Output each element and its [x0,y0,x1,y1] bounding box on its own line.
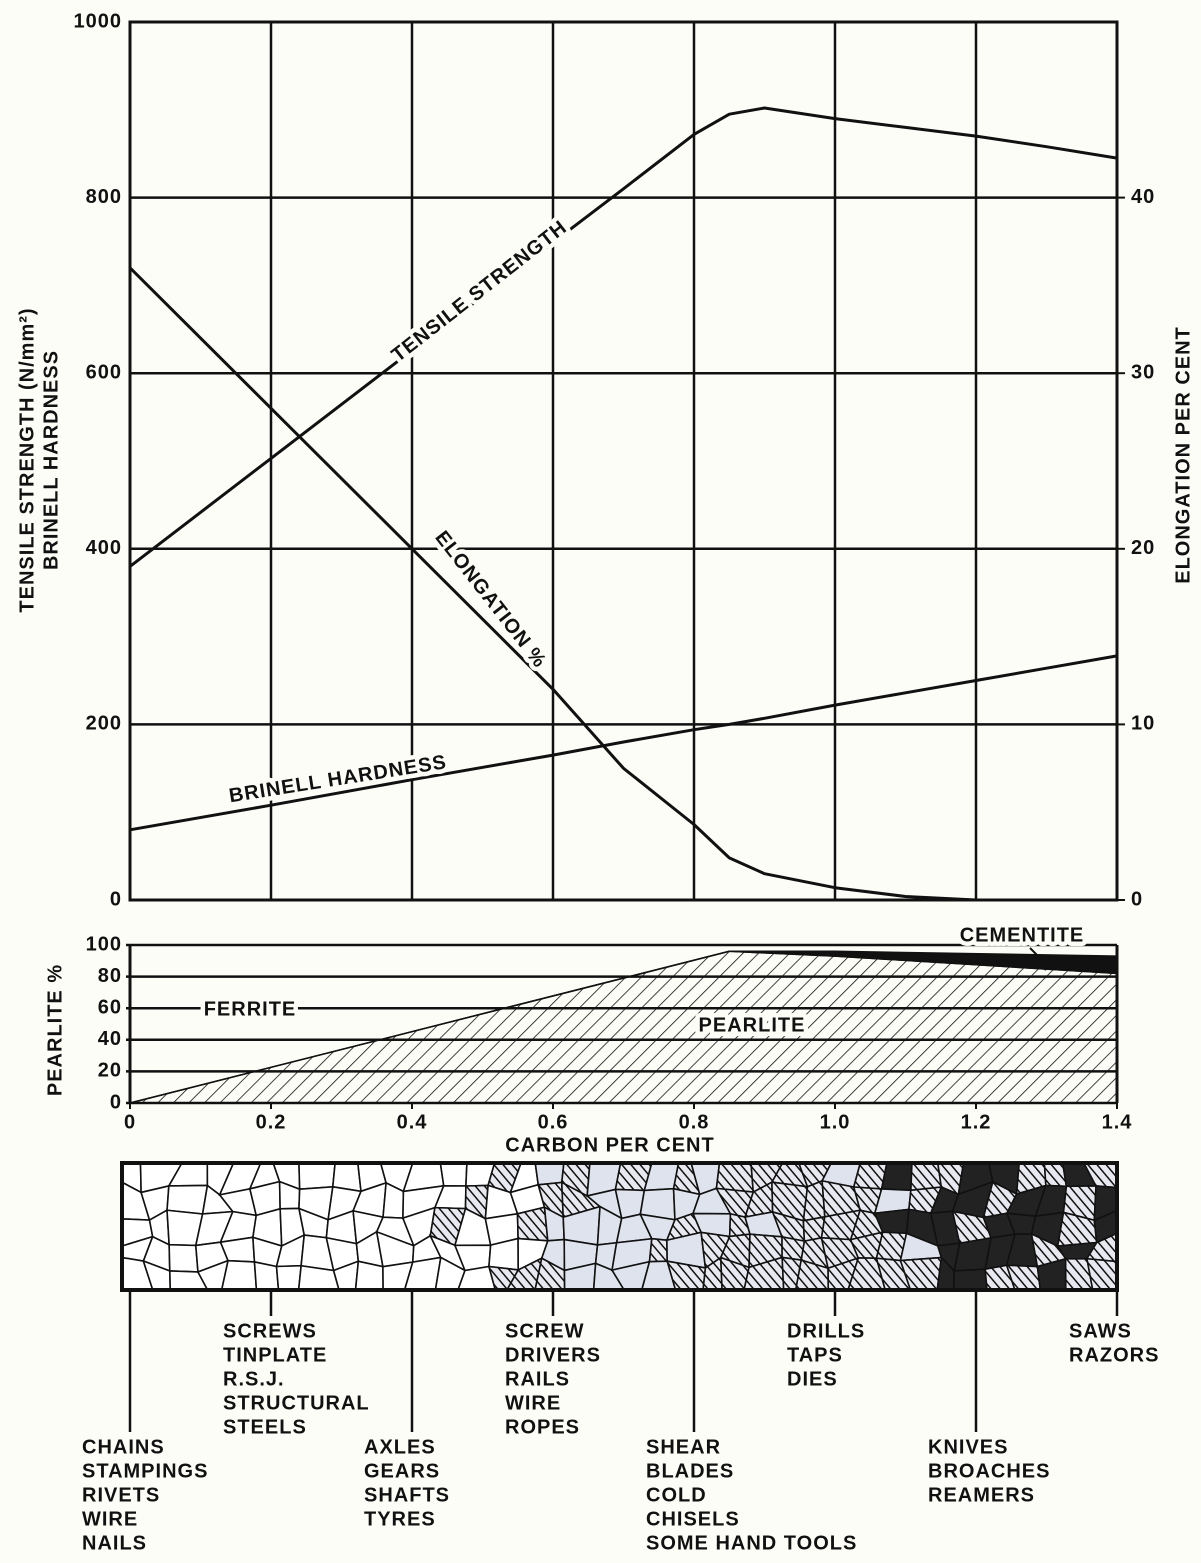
y-tick-label: 0 [110,888,122,910]
application-text: SOME HAND TOOLS [646,1532,857,1554]
application-text: TYRES [364,1508,436,1530]
micrograph-frame [120,1161,1119,1292]
x-tick-label: 1.2 [961,1111,992,1133]
application-text: SAWS [1069,1320,1132,1342]
series-line [129,654,1118,832]
y-tick-label: 100 [86,933,122,955]
grain-cell [910,1162,943,1192]
application-text: RAZORS [1069,1344,1159,1366]
x-tick-label: 0.8 [679,1111,710,1133]
application-text: SCREW [505,1320,584,1342]
series-label: TENSILE STRENGTH [388,216,572,366]
application-text: DRIVERS [505,1344,601,1366]
y-tick-label: 40 [98,1028,122,1050]
area-label: PEARLITE [699,1014,806,1036]
application-text: NAILS [82,1532,147,1554]
y2-tick-label: 10 [1131,713,1155,735]
grain-cell [534,1162,565,1186]
area [129,950,1118,1104]
grain-cell [439,1162,468,1187]
grain-cell [298,1162,336,1191]
application-text: KNIVES [928,1436,1008,1458]
grain-cell [166,1184,209,1215]
y-tick-label: 600 [86,361,122,383]
application-text: COLD [646,1484,707,1506]
pearlite-axis-label: PEARLITE % [44,964,66,1096]
application-text: CHISELS [646,1508,740,1530]
grain-cell [354,1260,384,1291]
y-tick-label: 0 [110,1091,122,1113]
application-text: RAILS [505,1368,570,1390]
application-text: STRUCTURAL [223,1392,370,1414]
application-text: GEARS [364,1460,440,1482]
x-tick-label: 1.0 [820,1111,851,1133]
grain-cell [516,1206,549,1242]
application-text: STEELS [223,1416,307,1438]
application-text: BLADES [646,1460,734,1482]
application-text: WIRE [505,1392,561,1414]
application-text: SCREWS [223,1320,317,1342]
grain-cell [1085,1257,1118,1291]
application-text: R.S.J. [223,1368,285,1390]
plot-frame [128,20,1119,902]
application-text: CHAINS [82,1436,165,1458]
y-tick-label: 200 [86,713,122,735]
application-text: TAPS [787,1344,843,1366]
grain-cell [648,1237,669,1263]
y-tick-label: 80 [98,965,122,987]
x-tick-label: 0.2 [256,1111,287,1133]
x-tick-label: 0.6 [538,1111,569,1133]
application-text: WIRE [82,1508,138,1530]
region-label: FERRITE [204,998,297,1020]
y-tick-label: 400 [86,537,122,559]
series-line [128,266,977,902]
application-text: BROACHES [928,1460,1050,1482]
grain-cell [253,1260,280,1291]
area-label: CEMENTITE [960,924,1085,946]
grain-cell [168,1243,199,1273]
grain-cell [952,1268,988,1291]
grain-cell [715,1162,755,1193]
application-text: SHAFTS [364,1484,450,1506]
application-text: RIVETS [82,1484,160,1506]
pointer [1029,947,1047,971]
grain-cell [880,1162,913,1192]
x-tick-label: 0.4 [397,1111,428,1133]
y-tick-label: 800 [86,186,122,208]
application-text: DRILLS [787,1320,865,1342]
y-tick-label: 1000 [74,10,123,32]
application-text: SHEAR [646,1436,721,1458]
y2-tick-label: 20 [1131,537,1155,559]
grain-cell [220,1259,258,1291]
y2-tick-label: 0 [1131,888,1143,910]
micrograph [120,1161,1119,1292]
x-axis-label: CARBON PER CENT [505,1134,714,1156]
x-tick-label: 0 [124,1111,136,1133]
y-tick-label: 60 [98,996,122,1018]
y-axis-label: BRINELL HARDNESS [40,350,62,570]
y2-tick-label: 40 [1131,186,1155,208]
grain-cell [275,1264,303,1291]
y-tick-label: 20 [98,1060,122,1082]
application-text: REAMERS [928,1484,1035,1506]
application-text: AXLES [364,1436,436,1458]
application-text: ROPES [505,1416,580,1438]
y-axis-label: TENSILE STRENGTH (N/mm²) [16,307,38,612]
series-line [129,106,1118,568]
application-text: DIES [787,1368,838,1390]
application-text: TINPLATE [223,1344,327,1366]
y2-tick-label: 30 [1131,361,1155,383]
application-text: STAMPINGS [82,1460,208,1482]
x-tick-label: 1.4 [1102,1111,1133,1133]
y2-axis-label: ELONGATION PER CENT [1172,326,1194,584]
